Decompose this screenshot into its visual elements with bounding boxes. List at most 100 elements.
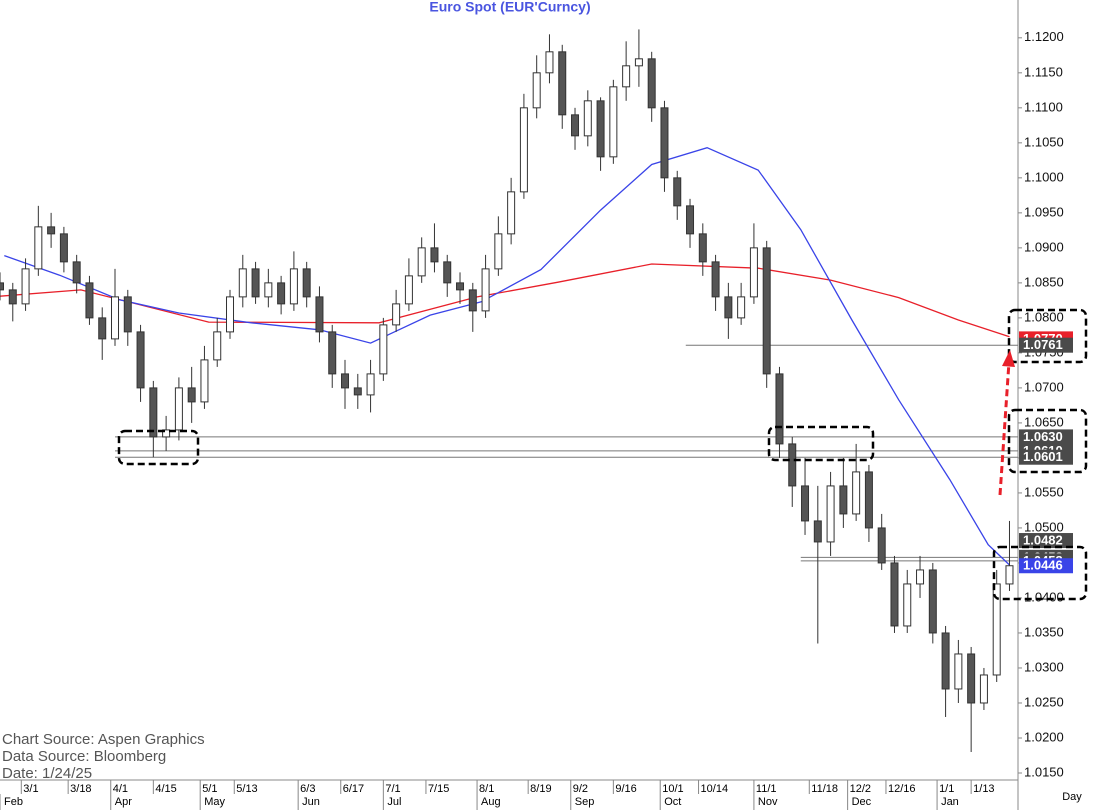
y-tick-label: 1.0850 [1024, 274, 1064, 289]
candle-body [775, 373, 784, 445]
candle-body [226, 296, 235, 333]
x-tick-label: 3/18 [70, 783, 91, 795]
x-tick-label: 4/15 [155, 783, 176, 795]
candle-body [992, 583, 1001, 676]
y-tick-label: 1.0250 [1024, 694, 1064, 709]
candle-body [762, 247, 771, 375]
candle-body [443, 261, 452, 284]
candle-body [788, 443, 797, 487]
month-label: Jun [302, 796, 320, 808]
candle-body [392, 303, 401, 326]
candle-body [85, 282, 94, 319]
highlight-box [1007, 308, 1088, 364]
candle-body [545, 51, 554, 74]
candle-body [187, 387, 196, 403]
candle-body [622, 65, 631, 88]
x-tick-label: 1/13 [973, 783, 994, 795]
candle-body [967, 653, 976, 704]
x-tick-label: 4/1 [113, 783, 128, 795]
source-note: Chart Source: Aspen Graphics [2, 731, 205, 748]
candle-body [47, 226, 56, 235]
x-tick-label: 7/1 [385, 783, 400, 795]
x-tick-label: 7/15 [428, 783, 449, 795]
level-lines [115, 344, 1018, 562]
y-tick-label: 1.1050 [1024, 134, 1064, 149]
candle-body [852, 471, 861, 515]
candle-body [1005, 565, 1014, 585]
candle-body [507, 191, 516, 235]
candle-body [238, 268, 247, 298]
y-tick-label: 1.0650 [1024, 414, 1064, 429]
month-label: Nov [758, 796, 778, 808]
candle-body [686, 205, 695, 235]
moving-average [0, 263, 1010, 338]
candle-body [277, 282, 286, 305]
candle-body [149, 387, 158, 438]
highlight-box [117, 429, 200, 466]
y-tick-label: 1.0700 [1024, 379, 1064, 394]
candle-body [673, 177, 682, 207]
source-note: Data Source: Bloomberg [2, 748, 166, 765]
candle-body [826, 485, 835, 543]
month-label: Dec [852, 796, 872, 808]
candle-body [711, 261, 720, 298]
x-tick-label: 12/16 [888, 783, 916, 795]
x-tick-label: 5/1 [202, 783, 217, 795]
x-tick-label: 9/16 [615, 783, 636, 795]
candle-body [341, 373, 350, 389]
candle-body [596, 100, 605, 158]
candle-body [609, 86, 618, 158]
candle-body [8, 289, 17, 305]
candle-body [890, 562, 899, 627]
candle-body [174, 387, 183, 431]
candle-body [162, 429, 171, 438]
candle-body [481, 268, 490, 312]
candle-body [417, 247, 426, 277]
price-badge-label: 1.0761 [1023, 337, 1063, 352]
x-tick-label: 11/1 [756, 783, 777, 795]
candle-body [571, 114, 580, 137]
candle-body [289, 268, 298, 305]
candle-body [328, 331, 337, 375]
candle-body [0, 282, 4, 291]
month-label: Apr [115, 796, 132, 808]
month-label: Jan [941, 796, 959, 808]
candle-body [634, 58, 643, 67]
candle-body [379, 324, 388, 375]
x-tick-label: 10/1 [662, 783, 683, 795]
candle-body [737, 296, 746, 319]
highlight-box [992, 545, 1088, 601]
candle-body [583, 100, 592, 137]
highlight-box [767, 425, 875, 462]
y-tick-label: 1.0550 [1024, 484, 1064, 499]
candle-body [928, 569, 937, 634]
candle-body [264, 282, 273, 298]
candle-body [724, 296, 733, 319]
price-badge-label: 1.0601 [1023, 449, 1063, 464]
x-unit: Day [1062, 791, 1082, 803]
x-tick-label: 3/1 [23, 783, 38, 795]
y-tick-label: 1.0350 [1024, 624, 1064, 639]
candle-body [813, 520, 822, 543]
candle-body [315, 296, 324, 333]
price-badge-label: 1.0630 [1023, 429, 1063, 444]
candle-body [877, 527, 886, 564]
annotations [117, 308, 1088, 601]
candle-body [111, 296, 120, 340]
candle-body [34, 226, 43, 270]
source-note: Date: 1/24/25 [2, 765, 92, 782]
y-tick-label: 1.0950 [1024, 204, 1064, 219]
x-tick-label: 6/3 [300, 783, 315, 795]
candle-body [864, 471, 873, 529]
candle-body [979, 674, 988, 704]
price-badge [1019, 533, 1073, 549]
price-badge [1019, 337, 1073, 353]
month-label: Aug [481, 796, 501, 808]
y-tick-label: 1.0150 [1024, 764, 1064, 779]
candle-body [98, 317, 107, 340]
y-tick-label: 1.0400 [1024, 589, 1064, 604]
candle-body [941, 632, 950, 690]
y-tick-label: 1.0200 [1024, 729, 1064, 744]
